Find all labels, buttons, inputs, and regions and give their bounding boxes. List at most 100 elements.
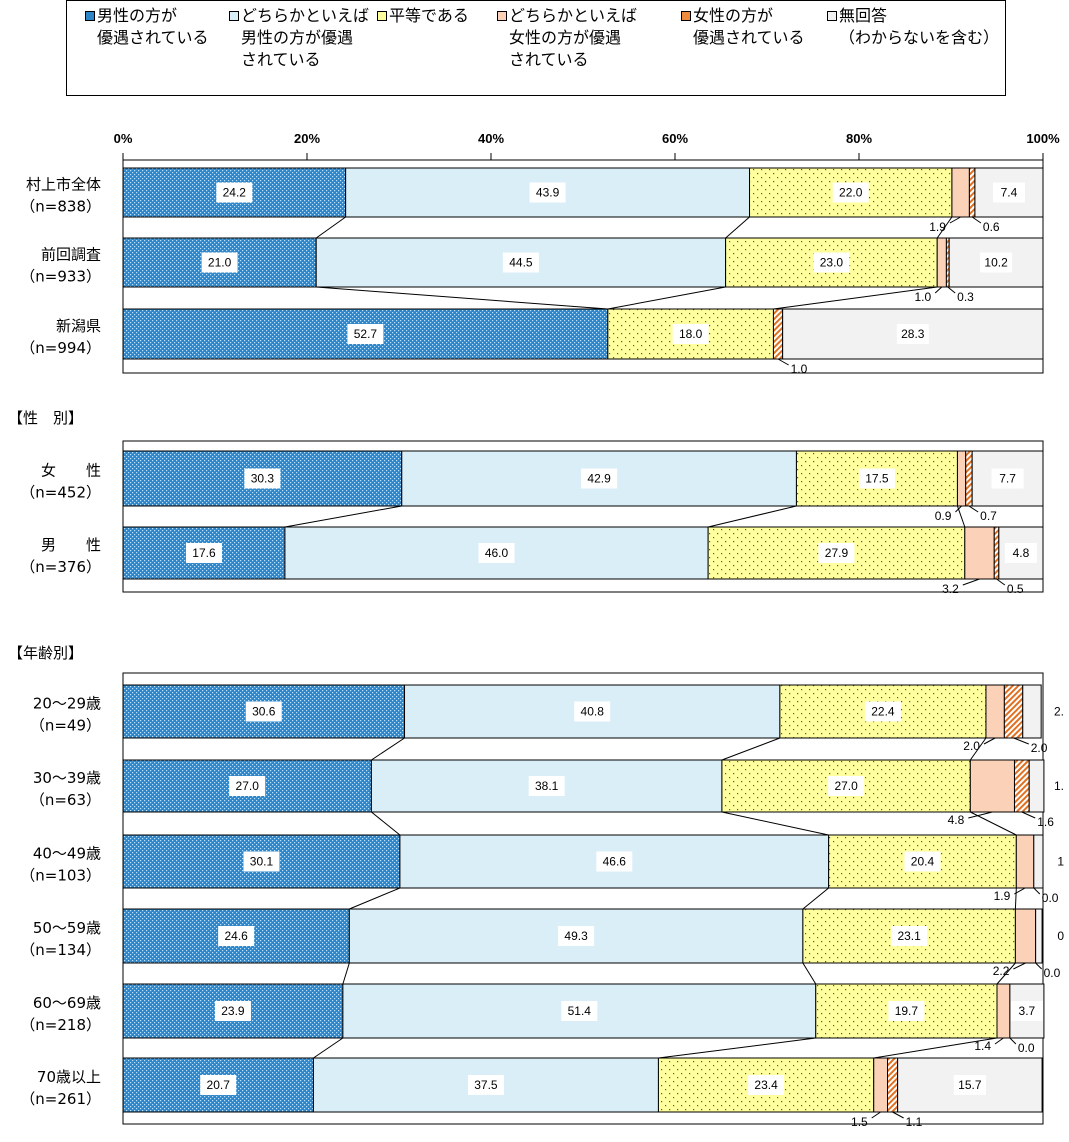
leader-line xyxy=(949,216,961,224)
connector-line xyxy=(721,737,781,761)
data-label: 46.0 xyxy=(485,546,509,560)
data-label: 18.0 xyxy=(679,327,703,341)
data-label: 0.3 xyxy=(957,290,974,304)
data-label: 1.6 xyxy=(1037,815,1054,829)
row-label: 新潟県 xyxy=(56,317,101,335)
row-label: 女 性 xyxy=(41,462,101,480)
data-label-bg xyxy=(832,182,869,203)
legend-label: 女性の方が優遇 xyxy=(509,28,622,47)
bar-segment xyxy=(772,308,784,360)
bar-segment xyxy=(1028,759,1045,813)
legend-label: 女性の方が xyxy=(693,6,774,25)
data-label-bg xyxy=(529,182,566,203)
data-label-bg xyxy=(528,776,565,796)
bar-segment xyxy=(969,759,1015,813)
data-label: 2.2 xyxy=(993,964,1010,978)
bar-segment xyxy=(795,450,958,507)
bar-row: 60～69歳 （n=218） 23.9 51.4 19.7 3.7 1.4 0.0 xyxy=(20,983,1045,1055)
connector-line xyxy=(316,286,608,310)
connector-line xyxy=(721,811,829,836)
leader-line xyxy=(1021,811,1036,819)
bar-row: 女 性 （n=452） 30.3 42.9 17.5 7.7 0.9 0.7 xyxy=(20,450,1044,523)
legend-swatch-icon xyxy=(377,11,387,21)
connector-line xyxy=(371,737,405,761)
bar-segment xyxy=(873,1057,889,1113)
bar-segment xyxy=(1035,908,1043,964)
data-label-bg xyxy=(581,468,618,489)
x-tick-label: 100% xyxy=(1026,131,1060,146)
bar-row: 70歳以上 （n=261） 20.7 37.5 23.4 15.7 1.5 1.1 xyxy=(20,1057,1043,1129)
data-label: 44.5 xyxy=(509,256,533,270)
data-label-bg xyxy=(558,926,595,946)
connector-line xyxy=(658,1037,816,1059)
data-label: 52.7 xyxy=(354,327,378,341)
data-label: 7.4 xyxy=(1001,186,1018,200)
leader-line xyxy=(871,1111,881,1119)
connector-line xyxy=(936,216,953,239)
connector-line xyxy=(725,216,750,239)
data-label: 10.2 xyxy=(984,256,1008,270)
data-label-bg xyxy=(818,543,855,563)
data-label: 1.9 xyxy=(994,889,1011,903)
legend-label: どちらかといえば xyxy=(241,6,370,25)
data-label: 37.5 xyxy=(474,1078,498,1092)
legend-swatch-icon xyxy=(229,11,239,21)
data-label-bg xyxy=(347,324,384,344)
data-label-bg xyxy=(245,701,282,722)
connector-line xyxy=(873,1037,998,1059)
legend-label: 男性の方が優遇 xyxy=(241,28,354,47)
data-label: 27.0 xyxy=(834,779,858,793)
leader-line xyxy=(777,358,789,366)
row-sample-size: （n=218） xyxy=(20,1016,101,1034)
data-label: 23.9 xyxy=(221,1004,245,1018)
row-label: 60～69歳 xyxy=(33,994,101,1012)
data-label: 27.0 xyxy=(236,779,260,793)
bar-segment xyxy=(1003,684,1024,739)
data-label-bg xyxy=(828,776,865,796)
bar-row: 50～59歳 （n=134） 24.6 49.3 23.1 0 2.2 0.0 xyxy=(20,908,1064,980)
x-tick-label: 40% xyxy=(478,131,504,146)
bar-segment xyxy=(1014,908,1037,964)
connector-line xyxy=(1014,887,1017,910)
data-label: 1.5 xyxy=(851,1115,868,1129)
bar-segment xyxy=(1015,834,1035,889)
connector-line xyxy=(969,737,987,761)
bar-segment xyxy=(951,167,970,218)
leader-line xyxy=(994,1037,1004,1045)
data-label: 23.4 xyxy=(754,1078,778,1092)
data-label: 30.3 xyxy=(251,472,275,486)
leader-line xyxy=(934,286,943,294)
data-label: 1.0 xyxy=(915,290,932,304)
bar-segment xyxy=(1022,684,1042,739)
data-label-bg xyxy=(574,701,611,722)
bar-segment xyxy=(122,237,317,288)
legend-label: 無回答 xyxy=(839,6,888,25)
data-label: 2. xyxy=(1054,705,1064,719)
leader-line xyxy=(1013,737,1029,745)
data-label: 38.1 xyxy=(535,779,559,793)
leader-line xyxy=(971,216,982,224)
connector-line xyxy=(313,1037,344,1059)
data-label-bg xyxy=(813,252,850,273)
data-label-bg xyxy=(229,776,266,796)
leader-line xyxy=(1009,1037,1017,1045)
connector-line xyxy=(349,887,401,910)
data-label: 1. xyxy=(1054,779,1064,793)
leader-line xyxy=(983,737,996,745)
data-label: 0.9 xyxy=(935,509,952,523)
data-label-bg xyxy=(467,1075,504,1095)
data-label: 19.7 xyxy=(895,1004,919,1018)
row-sample-size: （n=452） xyxy=(20,484,101,502)
connector-line xyxy=(802,962,817,985)
data-label-bg xyxy=(1010,1001,1043,1021)
data-label: 1 xyxy=(1057,855,1064,869)
data-label-bg xyxy=(218,926,255,946)
bar-row: 新潟県 （n=994） 52.7 18.0 28.3 1.0 xyxy=(20,308,1044,376)
data-label: 30.1 xyxy=(250,855,274,869)
data-label-bg xyxy=(672,324,709,344)
bar-segment xyxy=(964,526,995,580)
data-label-bg xyxy=(244,468,281,489)
leader-line xyxy=(1035,962,1042,970)
data-label: 20.7 xyxy=(207,1078,231,1092)
